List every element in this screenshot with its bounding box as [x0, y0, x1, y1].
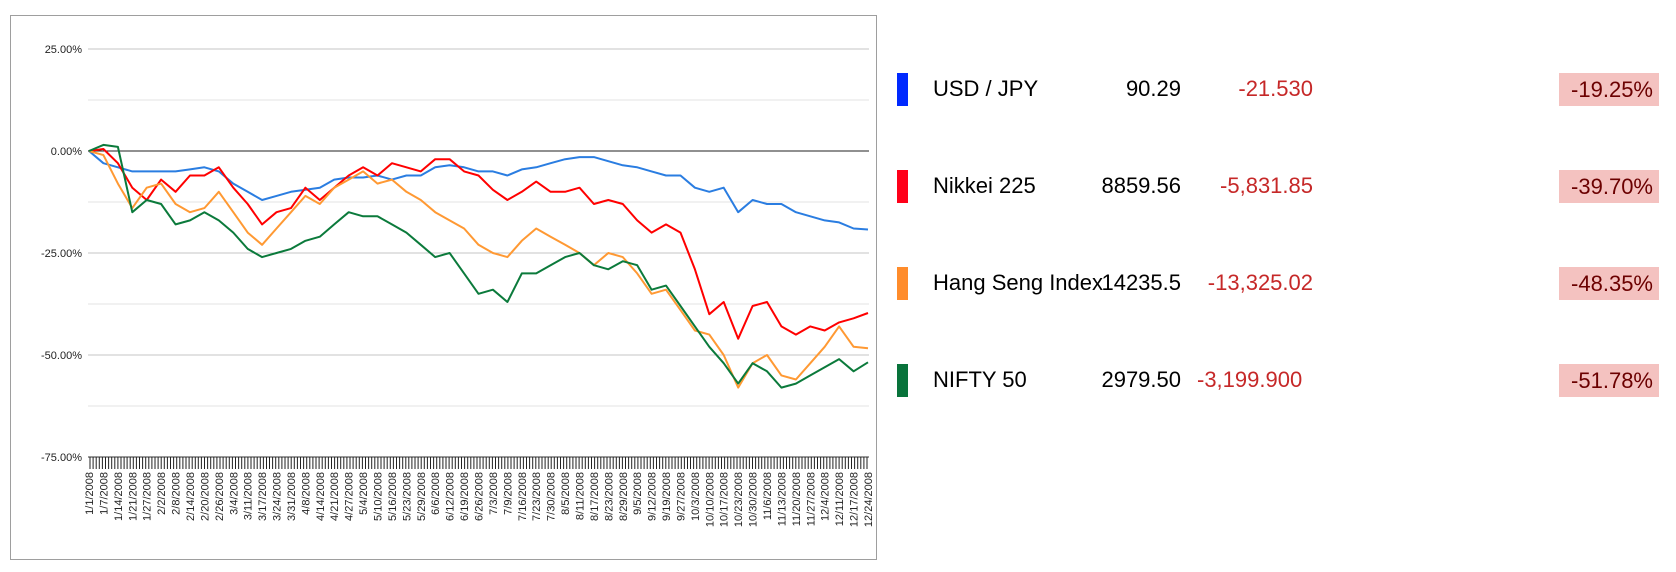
- ticker-change: -5,831.85: [1220, 173, 1313, 198]
- x-tick-label: 7/16/2008: [517, 472, 529, 521]
- x-tick-label: 9/27/2008: [675, 472, 687, 521]
- x-tick-label: 7/3/2008: [488, 472, 500, 515]
- x-tick-label: 1/14/2008: [113, 472, 125, 521]
- x-tick-label: 1/27/2008: [142, 472, 154, 521]
- x-tick-label: 3/4/2008: [228, 472, 240, 515]
- table-row-usdjpy: USD / JPY 90.29 -21.530 -19.25%: [897, 73, 1667, 106]
- x-axis-ticks: [89, 457, 868, 469]
- y-tick-label: -50.00%: [41, 350, 82, 362]
- ticker-percent-change: -48.35%: [1559, 267, 1659, 300]
- y-tick-label: 25.00%: [45, 44, 83, 56]
- x-tick-label: 9/12/2008: [647, 472, 659, 521]
- table-row-nifty: NIFTY 50 2979.50 -3,199.900 -51.78%: [897, 364, 1667, 397]
- table-row-hangseng: Hang Seng Index 14235.5 -13,325.02 -48.3…: [897, 267, 1667, 300]
- x-tick-label: 8/5/2008: [560, 472, 572, 515]
- series-line-nikkei: [88, 148, 869, 340]
- x-tick-label: 7/9/2008: [502, 472, 514, 515]
- ticker-name: Nikkei 225: [933, 173, 1036, 198]
- ticker-name: NIFTY 50: [933, 367, 1027, 392]
- ticker-percent-change: -39.70%: [1559, 170, 1659, 203]
- y-tick-label: -25.00%: [41, 248, 82, 260]
- x-tick-label: 10/30/2008: [748, 472, 760, 527]
- chart-panel: 25.00% 0.00% -25.00% -50.00% -75.00% 1/1/2008…: [10, 15, 877, 560]
- x-tick-label: 11/6/2008: [762, 472, 774, 520]
- ticker-change: -13,325.02: [1207, 270, 1313, 295]
- x-tick-label: 11/20/2008: [791, 472, 803, 526]
- x-tick-label: 6/19/2008: [459, 472, 471, 521]
- series-line-nifty: [88, 143, 869, 389]
- x-tick-label: 1/21/2008: [127, 472, 139, 521]
- x-tick-label: 8/11/2008: [574, 472, 586, 520]
- x-tick-label: 9/19/2008: [661, 472, 673, 521]
- x-tick-label: 2/8/2008: [171, 472, 183, 515]
- ticker-value: 90.29: [1125, 76, 1181, 101]
- x-tick-label: 2/14/2008: [185, 472, 197, 521]
- x-tick-label: 4/21/2008: [329, 472, 341, 521]
- x-tick-label: 1/7/2008: [98, 472, 110, 515]
- x-tick-label: 6/26/2008: [474, 472, 486, 521]
- ticker-value: 8859.56: [1101, 173, 1181, 198]
- x-tick-label: 3/24/2008: [272, 472, 284, 521]
- y-tick-label: 0.00%: [51, 146, 82, 158]
- series-color-swatch: [897, 364, 908, 397]
- x-tick-label: 1/1/2008: [84, 472, 96, 515]
- x-tick-label: 11/27/2008: [805, 472, 817, 526]
- ticker-name: USD / JPY: [933, 76, 1039, 101]
- x-tick-label: 9/5/2008: [632, 472, 644, 515]
- y-tick-label: -75.00%: [41, 452, 82, 464]
- x-tick-label: 8/17/2008: [589, 472, 601, 521]
- x-tick-label: 2/2/2008: [156, 472, 168, 515]
- x-tick-label: 5/10/2008: [373, 472, 385, 521]
- x-tick-label: 12/4/2008: [820, 472, 832, 521]
- x-tick-label: 3/31/2008: [286, 472, 298, 521]
- x-tick-label: 3/11/2008: [243, 472, 255, 520]
- x-tick-label: 7/23/2008: [531, 472, 543, 521]
- x-tick-label: 2/26/2008: [214, 472, 226, 521]
- series-line-usdjpy: [88, 150, 869, 231]
- ticker-percent-change: -19.25%: [1559, 73, 1659, 106]
- x-tick-label: 10/10/2008: [704, 472, 716, 527]
- x-tick-label: 4/8/2008: [300, 472, 312, 515]
- x-tick-label: 10/23/2008: [733, 472, 745, 527]
- x-tick-label: 7/30/2008: [546, 472, 558, 521]
- x-tick-label: 5/29/2008: [416, 472, 428, 521]
- ticker-value: 14235.5: [1101, 270, 1181, 295]
- x-tick-label: 6/12/2008: [445, 472, 457, 521]
- x-tick-label: 3/17/2008: [257, 472, 269, 521]
- x-tick-label: 12/11/2008: [834, 472, 846, 526]
- x-tick-label: 10/17/2008: [719, 472, 731, 527]
- x-tick-label: 4/27/2008: [344, 472, 356, 521]
- ticker-change: -3,199.900: [1197, 367, 1303, 392]
- table-row-nikkei: Nikkei 225 8859.56 -5,831.85 -39.70%: [897, 170, 1667, 203]
- x-tick-label: 11/13/2008: [776, 472, 788, 526]
- ticker-value: 2979.50: [1101, 367, 1181, 392]
- series-color-swatch: [897, 73, 908, 106]
- x-tick-label: 8/23/2008: [603, 472, 615, 521]
- x-tick-label: 4/14/2008: [315, 472, 327, 521]
- series-color-swatch: [897, 267, 908, 300]
- x-tick-label: 2/20/2008: [199, 472, 211, 521]
- x-tick-label: 12/24/2008: [863, 472, 875, 527]
- x-tick-label: 6/6/2008: [430, 472, 442, 515]
- x-tick-label: 12/17/2008: [849, 472, 861, 527]
- x-tick-label: 8/29/2008: [618, 472, 630, 521]
- x-tick-label: 5/16/2008: [387, 472, 399, 521]
- x-tick-label: 10/3/2008: [690, 472, 702, 521]
- ticker-change: -21.530: [1238, 76, 1313, 101]
- series-line-hangseng: [88, 150, 869, 389]
- line-chart: 25.00% 0.00% -25.00% -50.00% -75.00%1/1/2008…: [41, 44, 875, 527]
- series-color-swatch: [897, 170, 908, 203]
- x-tick-label: 5/4/2008: [358, 472, 370, 515]
- ticker-percent-change: -51.78%: [1559, 364, 1659, 397]
- ticker-name: Hang Seng Index: [933, 270, 1104, 295]
- x-tick-label: 5/23/2008: [401, 472, 413, 521]
